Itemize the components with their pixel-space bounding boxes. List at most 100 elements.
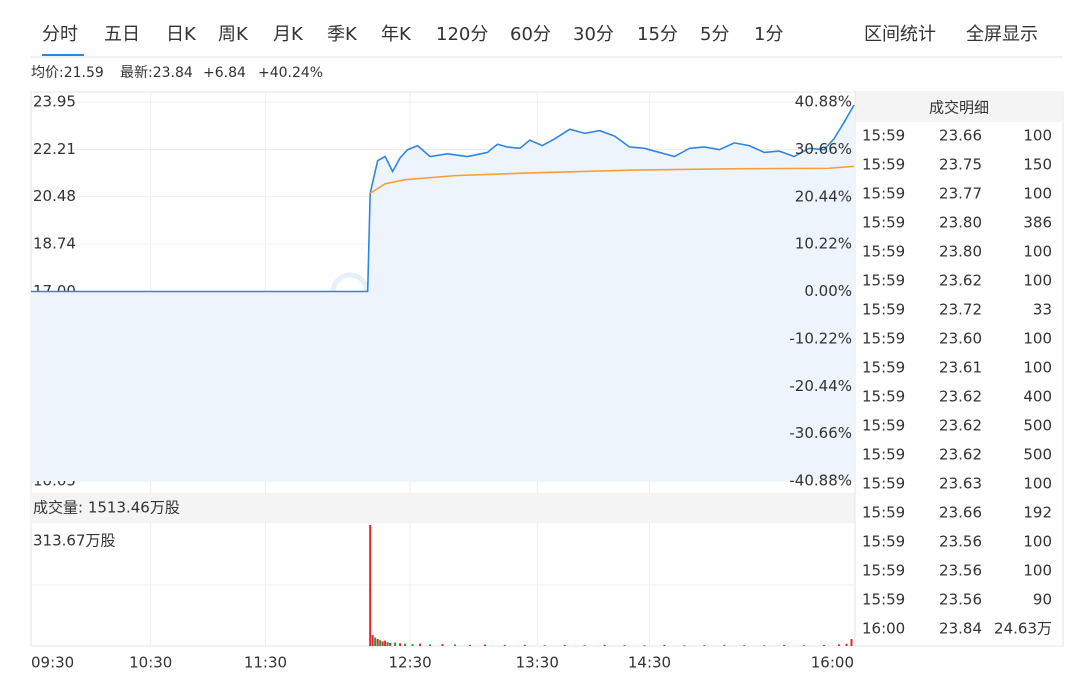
trade-price: 23.66: [939, 127, 982, 145]
volume-bar: [374, 637, 377, 646]
tab[interactable]: 1分: [754, 24, 783, 45]
tab[interactable]: 周K: [218, 24, 249, 45]
tab[interactable]: 日K: [166, 24, 197, 45]
trade-price: 23.62: [939, 388, 982, 406]
trades-header-band: [855, 92, 1063, 122]
summary-latest: 最新:23.84: [120, 65, 193, 81]
summary-avg: 均价:21.59: [31, 65, 104, 81]
trade-volume: 100: [1023, 533, 1052, 551]
trade-time: 16:00: [862, 620, 905, 638]
trade-time: 15:59: [862, 214, 905, 232]
trade-time: 15:59: [862, 446, 905, 464]
trade-volume: 100: [1023, 330, 1052, 348]
volume-bar: [663, 644, 666, 646]
summary-change: +6.84: [203, 65, 246, 81]
trade-price: 23.84: [939, 620, 982, 638]
trade-price: 23.80: [939, 214, 982, 232]
y2-tick-label: 40.88%: [795, 93, 852, 111]
trade-price: 23.56: [939, 533, 982, 551]
trade-price: 23.60: [939, 330, 982, 348]
trade-time: 15:59: [862, 388, 905, 406]
trade-volume: 100: [1023, 127, 1052, 145]
volume-bar: [483, 644, 486, 646]
summary-change-pct: +40.24%: [258, 65, 323, 81]
trade-volume: 100: [1023, 562, 1052, 580]
volume-bar: [369, 525, 372, 646]
x-tick-label: 14:30: [628, 654, 671, 672]
volume-bar: [429, 644, 432, 646]
trade-volume: 500: [1023, 417, 1052, 435]
y-tick-label: 23.95: [33, 93, 76, 111]
volume-bar: [583, 645, 586, 646]
tab[interactable]: 120分: [436, 24, 488, 45]
y-tick-label: 313.67万股: [33, 532, 116, 550]
volume-bar: [803, 645, 806, 646]
tab[interactable]: 5分: [700, 24, 729, 45]
trade-time: 15:59: [862, 591, 905, 609]
y-tick-label: 20.48: [33, 187, 76, 205]
trade-volume: 100: [1023, 272, 1052, 290]
y-tick-label: 22.21: [33, 140, 76, 158]
x-tick-label: 10:30: [129, 654, 172, 672]
volume-bar: [394, 642, 397, 646]
volume-bar: [783, 644, 786, 646]
trade-volume: 150: [1023, 156, 1052, 174]
trade-time: 15:59: [862, 504, 905, 522]
tab[interactable]: 五日: [104, 24, 140, 45]
x-tick-label: 13:30: [516, 654, 559, 672]
tab[interactable]: 月K: [273, 24, 304, 45]
trade-volume: 386: [1023, 214, 1052, 232]
volume-bar: [384, 640, 387, 646]
volume-bar: [763, 645, 766, 646]
tab[interactable]: 分时: [42, 24, 78, 45]
trade-time: 15:59: [862, 330, 905, 348]
tab[interactable]: 30分: [573, 24, 614, 45]
x-tick-label: 11:30: [244, 654, 287, 672]
volume-bar: [503, 644, 506, 646]
trade-price: 23.56: [939, 591, 982, 609]
trade-time: 15:59: [862, 156, 905, 174]
volume-bar: [743, 645, 746, 646]
y2-tick-label: 30.66%: [795, 140, 852, 158]
trade-time: 15:59: [862, 562, 905, 580]
trade-time: 15:59: [862, 533, 905, 551]
y2-tick-label: -30.66%: [789, 424, 852, 442]
trade-price: 23.56: [939, 562, 982, 580]
trade-time: 15:59: [862, 359, 905, 377]
trade-price: 23.75: [939, 156, 982, 174]
volume-bar: [850, 639, 853, 646]
x-tick-label: 12:30: [388, 654, 431, 672]
y2-tick-label: 0.00%: [804, 282, 852, 300]
tab[interactable]: 季K: [327, 24, 358, 45]
y2-tick-label: -10.22%: [789, 329, 852, 347]
trade-volume: 100: [1023, 359, 1052, 377]
action[interactable]: 全屏显示: [966, 24, 1038, 45]
trade-time: 15:59: [862, 475, 905, 493]
trade-volume: 90: [1033, 591, 1052, 609]
x-tick-label: 09:30: [31, 654, 74, 672]
trade-volume: 33: [1033, 301, 1052, 319]
trade-price: 23.77: [939, 185, 982, 203]
volume-header-band: [31, 493, 855, 523]
volume-bar: [643, 645, 646, 646]
trade-price: 23.62: [939, 446, 982, 464]
tab[interactable]: 60分: [510, 24, 551, 45]
volume-title: 成交量: 1513.46万股: [33, 499, 180, 517]
volume-bar: [386, 642, 389, 646]
trade-price: 23.80: [939, 243, 982, 261]
volume-bar: [523, 644, 526, 646]
trade-price: 23.66: [939, 504, 982, 522]
trade-volume: 500: [1023, 446, 1052, 464]
volume-bar: [845, 643, 848, 646]
volume-bar: [468, 644, 471, 646]
trade-price: 23.61: [939, 359, 982, 377]
volume-bar: [623, 645, 626, 646]
action[interactable]: 区间统计: [864, 24, 936, 45]
y-tick-label: 18.74: [33, 235, 76, 253]
volume-bar: [838, 644, 841, 646]
volume-bar: [399, 643, 402, 646]
tab[interactable]: 年K: [381, 24, 412, 45]
tab[interactable]: 15分: [637, 24, 678, 45]
volume-bar: [543, 645, 546, 646]
trade-volume: 192: [1023, 504, 1052, 522]
